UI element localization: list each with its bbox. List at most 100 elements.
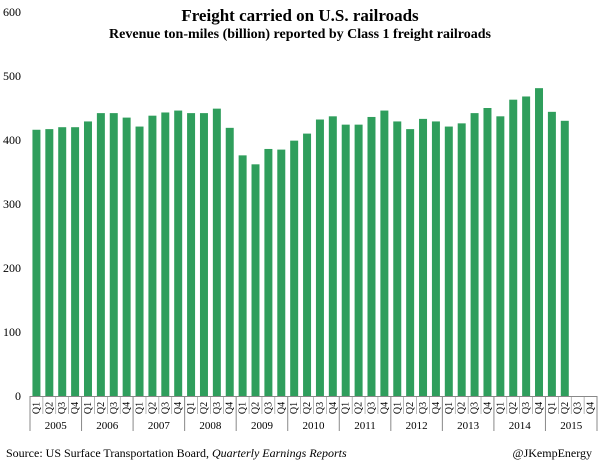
quarter-label: Q1 — [495, 402, 506, 414]
quarter-label: Q2 — [44, 402, 55, 414]
quarter-label: Q2 — [405, 402, 416, 414]
y-tick-label: 100 — [3, 325, 21, 339]
quarter-label: Q1 — [31, 402, 42, 414]
quarter-label: Q3 — [109, 402, 120, 414]
bar — [238, 155, 247, 396]
bar — [174, 110, 183, 396]
bar — [419, 118, 428, 396]
year-label: 2012 — [406, 420, 428, 432]
bar — [71, 127, 80, 396]
year-label: 2011 — [354, 420, 376, 432]
year-label: 2009 — [251, 420, 274, 432]
chart-title: Freight carried on U.S. railroads — [181, 6, 419, 25]
bar — [303, 133, 312, 396]
bar — [251, 164, 260, 396]
bar — [264, 148, 273, 396]
quarter-label: Q3 — [160, 402, 171, 414]
bar — [431, 121, 440, 396]
bar — [444, 126, 453, 396]
quarter-label: Q3 — [418, 402, 429, 414]
year-label: 2013 — [457, 420, 480, 432]
bar — [341, 124, 350, 396]
bar — [470, 113, 479, 397]
quarter-label: Q4 — [431, 402, 442, 414]
quarter-label: Q3 — [263, 402, 274, 414]
year-label: 2015 — [560, 420, 583, 432]
year-label: 2008 — [199, 420, 222, 432]
quarter-label: Q4 — [122, 402, 133, 414]
bar — [367, 116, 376, 397]
bar — [315, 119, 324, 397]
quarter-label: Q3 — [212, 402, 223, 414]
quarter-label: Q2 — [560, 402, 571, 414]
bar — [277, 149, 286, 396]
quarter-label: Q1 — [186, 402, 197, 414]
bar — [161, 112, 170, 396]
quarter-label: Q1 — [289, 402, 300, 414]
quarter-label: Q4 — [225, 402, 236, 414]
quarter-label: Q2 — [354, 402, 365, 414]
bar — [328, 116, 337, 396]
bar — [212, 108, 221, 396]
quarter-label: Q3 — [521, 402, 532, 414]
bar — [32, 129, 41, 396]
bar — [509, 99, 518, 397]
y-tick-label: 500 — [3, 69, 21, 83]
quarter-label: Q1 — [444, 402, 455, 414]
bar — [96, 113, 105, 397]
quarter-label: Q3 — [367, 402, 378, 414]
quarter-label: Q4 — [586, 402, 597, 414]
bar — [457, 123, 466, 397]
bar — [109, 113, 118, 397]
quarter-label: Q1 — [238, 402, 249, 414]
bar — [547, 111, 556, 396]
bar — [225, 127, 234, 396]
quarter-label: Q4 — [70, 402, 81, 414]
quarter-label: Q3 — [315, 402, 326, 414]
bar — [560, 120, 569, 397]
source-prefix: Source: US Surface Transportation Board, — [6, 446, 212, 460]
bar — [354, 124, 363, 396]
y-tick-label: 400 — [3, 133, 21, 147]
quarter-label: Q1 — [83, 402, 94, 414]
quarter-label: Q4 — [328, 402, 339, 414]
bar — [122, 117, 131, 396]
bar — [483, 108, 492, 396]
quarter-label: Q4 — [483, 402, 494, 414]
quarter-label: Q4 — [534, 402, 545, 414]
quarter-label: Q2 — [147, 402, 158, 414]
author-credit: @JKempEnergy — [512, 446, 592, 460]
source-note: Source: US Surface Transportation Board,… — [6, 446, 347, 461]
quarter-label: Q1 — [392, 402, 403, 414]
bar — [199, 113, 208, 397]
quarter-label: Q1 — [135, 402, 146, 414]
quarter-label: Q2 — [302, 402, 313, 414]
y-tick-label: 600 — [3, 5, 21, 19]
quarter-label: Q3 — [470, 402, 481, 414]
bar — [45, 129, 54, 396]
y-tick-label: 300 — [3, 197, 21, 211]
bar — [83, 121, 92, 396]
quarter-label: Q4 — [379, 402, 390, 414]
quarter-label: Q2 — [508, 402, 519, 414]
quarter-label: Q2 — [457, 402, 468, 414]
quarter-label: Q2 — [251, 402, 262, 414]
year-label: 2005 — [45, 420, 68, 432]
bar — [380, 110, 389, 396]
quarter-label: Q2 — [199, 402, 210, 414]
year-label: 2010 — [303, 420, 326, 432]
bar — [522, 96, 531, 396]
bar — [535, 88, 544, 396]
bar — [496, 116, 505, 396]
quarter-label: Q2 — [96, 402, 107, 414]
y-tick-label: 0 — [15, 389, 21, 403]
source-publication: Quarterly Earnings Reports — [211, 446, 347, 460]
quarter-label: Q4 — [276, 402, 287, 414]
quarter-label: Q1 — [547, 402, 558, 414]
quarter-label: Q1 — [341, 402, 352, 414]
bar — [148, 115, 157, 397]
bar — [393, 121, 402, 396]
quarter-label: Q3 — [573, 402, 584, 414]
year-label: 2007 — [148, 420, 171, 432]
bar — [58, 127, 67, 396]
